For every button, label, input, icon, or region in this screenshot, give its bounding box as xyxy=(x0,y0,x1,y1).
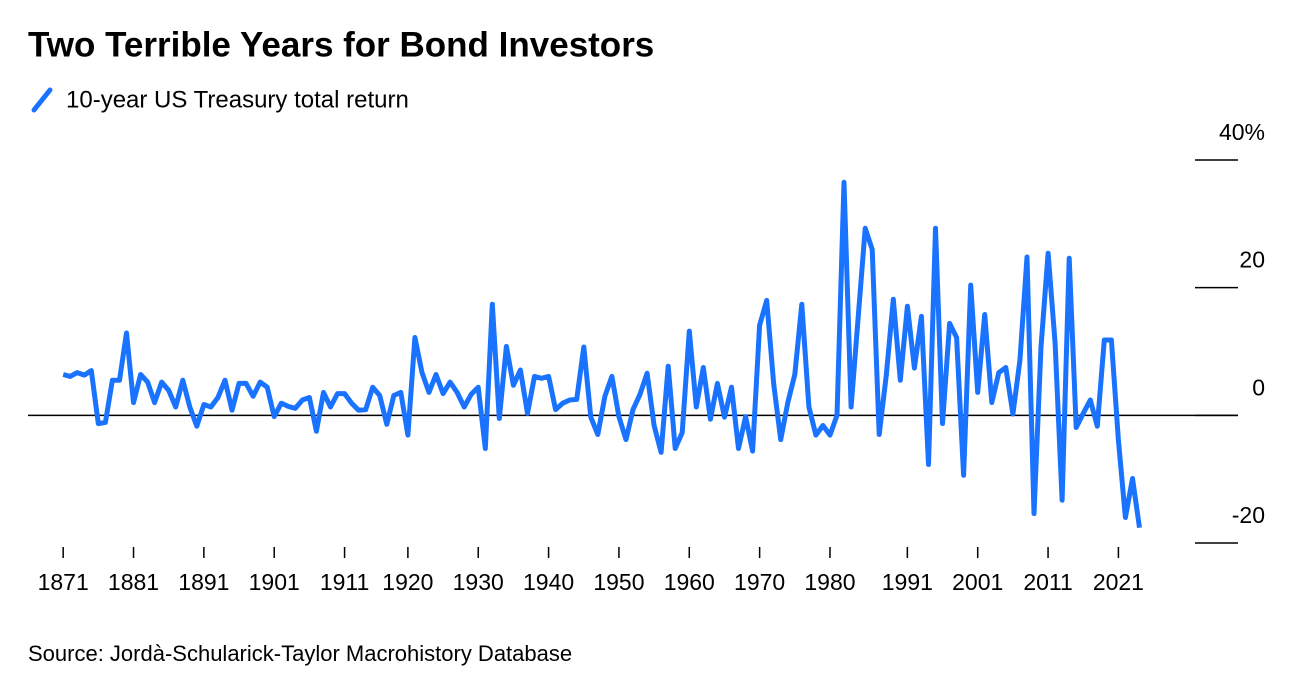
source: Source: Jordà-Schularick-Taylor Macrohis… xyxy=(28,641,572,666)
x-tick-label: 1980 xyxy=(804,569,855,595)
legend-label: 10-year US Treasury total return xyxy=(66,86,409,113)
y-tick-label: 0 xyxy=(1252,374,1265,400)
x-tick-label: 1950 xyxy=(593,569,644,595)
x-tick-label: 1960 xyxy=(664,569,715,595)
legend-swatch xyxy=(31,87,53,113)
x-tick-label: 1881 xyxy=(108,569,159,595)
x-tick-label: 1920 xyxy=(382,569,433,595)
x-tick-label: 1871 xyxy=(38,569,89,595)
x-tick-label: 1930 xyxy=(453,569,504,595)
x-tick-label: 1891 xyxy=(178,569,229,595)
data-line xyxy=(62,179,1142,529)
y-tick-label: 40% xyxy=(1219,119,1265,145)
x-tick-label: 2011 xyxy=(1023,569,1072,595)
chart-title: Two Terrible Years for Bond Investors xyxy=(28,25,654,64)
x-tick-label: 1901 xyxy=(249,569,300,595)
x-tick-label: 2001 xyxy=(952,569,1003,595)
x-tick-label: 1970 xyxy=(734,569,785,595)
x-tick-label: 1940 xyxy=(523,569,574,595)
x-tick-label: 1991 xyxy=(882,569,933,595)
x-tick-label: 2021 xyxy=(1093,569,1144,595)
y-tick-label: 20 xyxy=(1239,247,1265,273)
y-tick-label: -20 xyxy=(1232,502,1265,528)
x-tick-label: 1911 xyxy=(320,569,369,595)
